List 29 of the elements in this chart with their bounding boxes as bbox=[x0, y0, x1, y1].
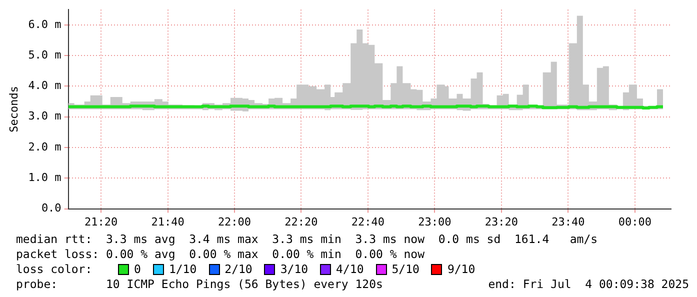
text: end: Fri Jul 4 00:09:38 2025 bbox=[488, 277, 690, 292]
y-tick-label: 2.0 m bbox=[28, 140, 62, 154]
x-tick-label: 21:20 bbox=[84, 215, 118, 228]
y-tick-label: 1.0 m bbox=[28, 171, 62, 184]
text: 3/10 bbox=[280, 262, 308, 277]
x-tick-label: 22:40 bbox=[351, 215, 385, 228]
text: 4/10 bbox=[336, 262, 364, 277]
text: 9/10 bbox=[447, 262, 476, 277]
text: median rtt: 3.3 ms avg 3.4 ms max 3.3 ms min 3.3 ms now 0.0 ms sd 161.4 am/s bbox=[16, 232, 599, 247]
text: loss color: bbox=[16, 262, 94, 277]
text: probe: 10 ICMP Echo Pings (56 Bytes) every 120s bbox=[16, 277, 384, 292]
x-tick-label: 23:20 bbox=[484, 215, 518, 228]
text: 5/10 bbox=[392, 262, 420, 277]
y-tick-label: 3.0 m bbox=[28, 110, 62, 123]
y-axis-title: Seconds bbox=[7, 86, 20, 132]
x-tick-label: 21:40 bbox=[151, 215, 184, 228]
y-tick-label: 5.0 m bbox=[28, 48, 62, 62]
y-tick-label: 6.0 m bbox=[28, 18, 62, 31]
x-tick-label: 22:00 bbox=[218, 215, 252, 228]
x-tick-label: 00:00 bbox=[618, 215, 652, 228]
x-tick-label: 23:00 bbox=[418, 215, 452, 228]
y-tick-label: 4.0 m bbox=[28, 79, 62, 92]
text: 2/10 bbox=[224, 262, 252, 277]
y-tick-label: 0.0 bbox=[41, 202, 62, 215]
x-tick-label: 23:40 bbox=[552, 215, 585, 228]
text: 0 bbox=[134, 262, 141, 277]
x-tick-label: 22:20 bbox=[284, 215, 318, 228]
text: 1/10 bbox=[168, 262, 197, 277]
text: packet loss: 0.00 % avg 0.00 % max 0.00 % min 0.00 % now bbox=[16, 247, 426, 262]
